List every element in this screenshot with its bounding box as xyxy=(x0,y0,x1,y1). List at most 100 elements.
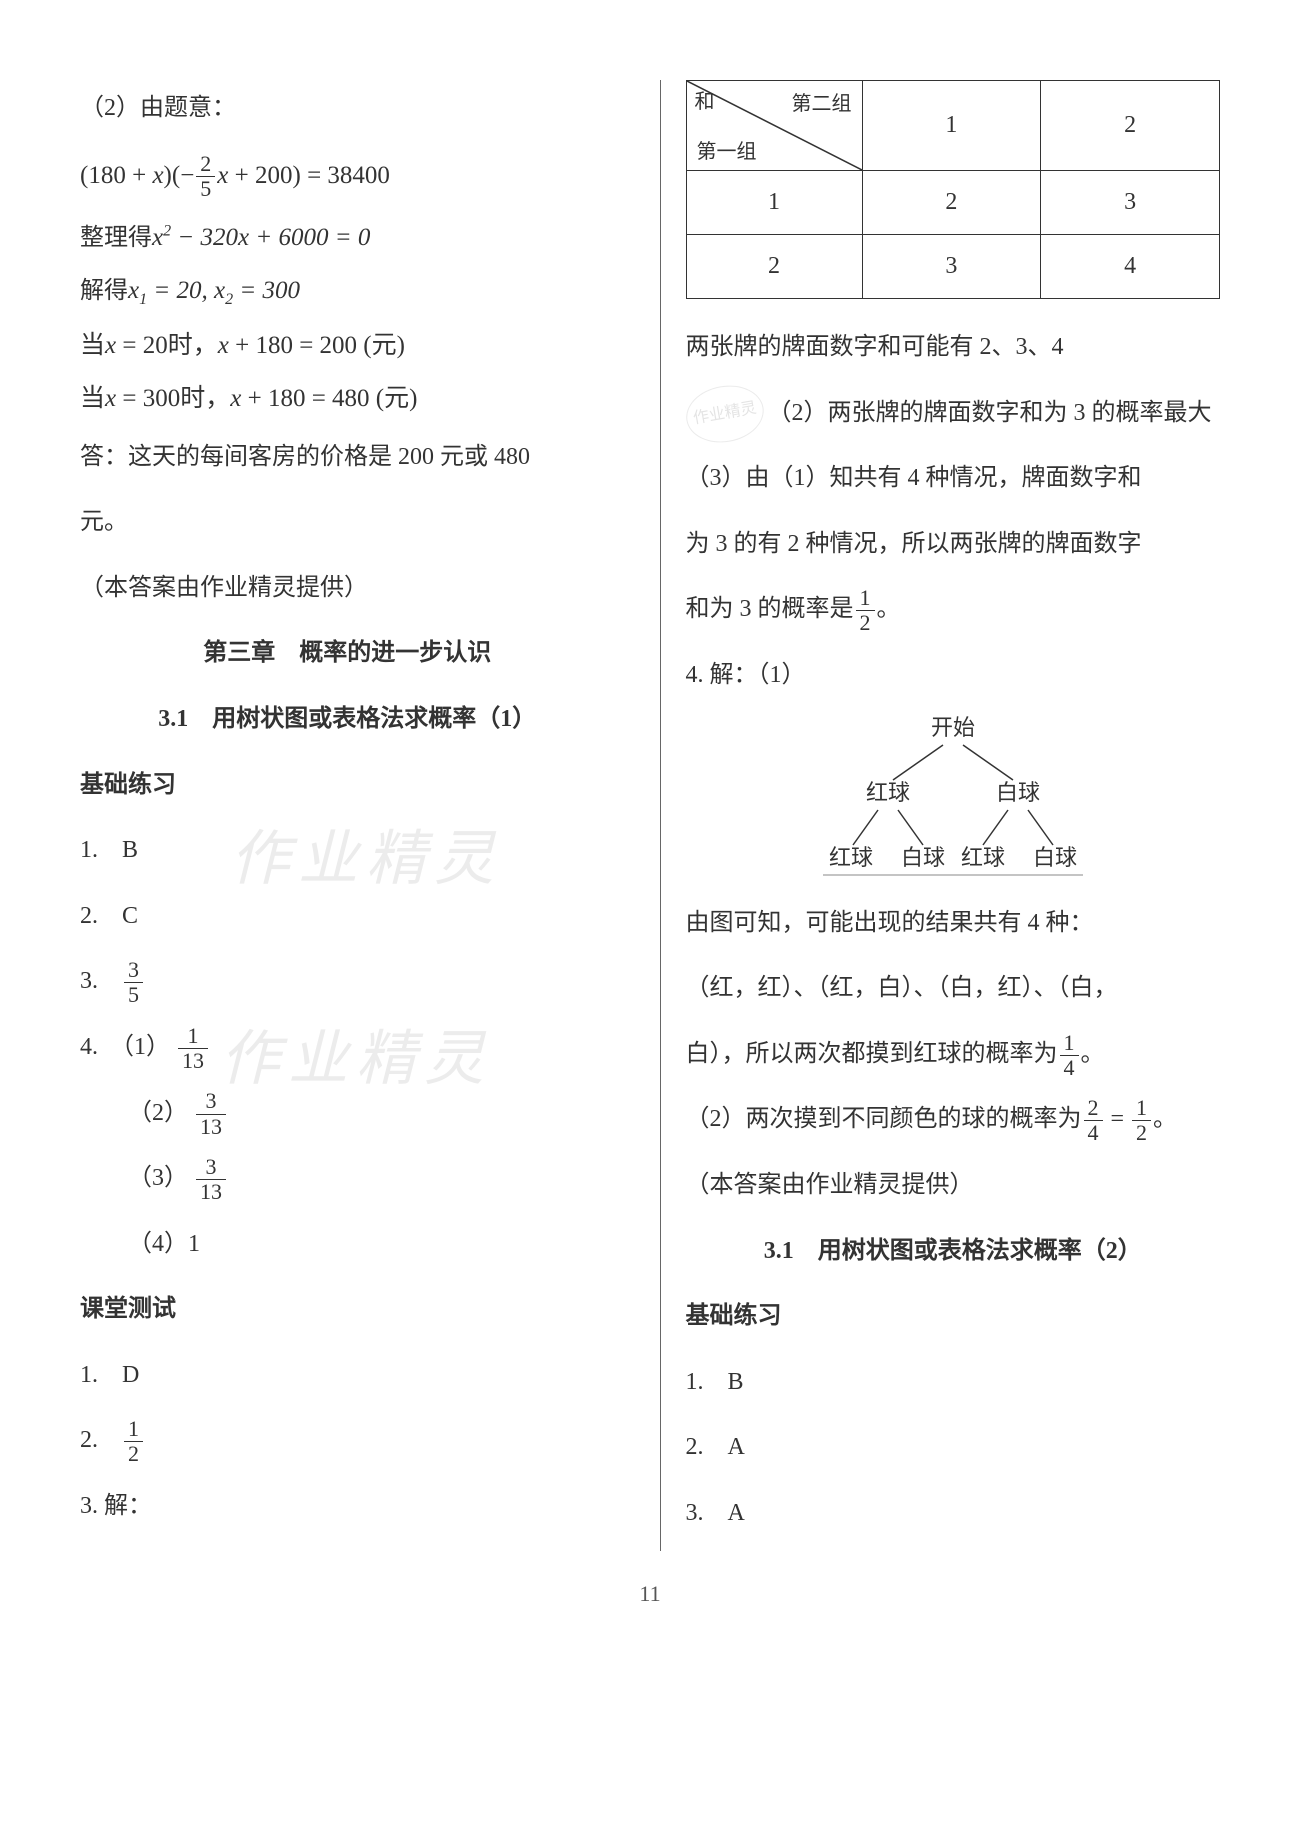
table-cell: 2 xyxy=(862,171,1041,235)
equation-5: 当x = 300时，x + 180 = 480 (元) xyxy=(80,375,615,423)
tree-text-2: （红，红）、（红，白）、（白，红）、（白， xyxy=(686,960,1221,1018)
eq3-prefix: 解得 xyxy=(80,278,128,304)
tree-text-1: 由图可知，可能出现的结果共有 4 种： xyxy=(686,895,1221,953)
ct2-prefix: 2. xyxy=(80,1427,122,1453)
table-cell: 4 xyxy=(1041,235,1220,299)
tree-text-3-fraction: 14 xyxy=(1060,1031,1079,1080)
table-row: 2 3 4 xyxy=(686,235,1220,299)
q4-3-prefix: （3） xyxy=(128,1165,188,1191)
eq1-frac-den: 5 xyxy=(196,176,215,201)
chapter-heading: 第三章 概率的进一步认识 xyxy=(80,625,615,683)
p3c-fraction: 12 xyxy=(856,586,875,635)
basic-q4-4: （4）1 xyxy=(80,1216,615,1274)
left-column: （2）由题意： (180 + x)(−25x + 200) = 38400 整理… xyxy=(80,80,630,1551)
tree-l2-0: 红球 xyxy=(829,845,873,870)
tree-text-3-prefix: 白），所以两次都摸到红球的概率为 xyxy=(686,1041,1058,1067)
p5-suffix: 。 xyxy=(1153,1106,1177,1132)
table-row: 和 第二组 第一组 1 2 xyxy=(686,81,1220,171)
tree-text-3-den: 4 xyxy=(1060,1055,1079,1080)
probability-table: 和 第二组 第一组 1 2 1 2 3 2 3 4 xyxy=(686,80,1221,299)
stamp-icon: 作业精灵 xyxy=(681,380,768,449)
diag-mid-label: 和 xyxy=(695,85,715,114)
right-q4-start: 4. 解：（1） xyxy=(686,647,1221,705)
q3-prefix: 3. xyxy=(80,968,122,994)
right-column: 和 第二组 第一组 1 2 1 2 3 2 3 4 两张牌的牌面数字和可能有 2… xyxy=(660,80,1221,1551)
equation-2: 整理得x2 − 320x + 6000 = 0 xyxy=(80,214,615,262)
table-row-label-2: 2 xyxy=(686,235,862,299)
right-p2: 作业精灵（2）两张牌的牌面数字和为 3 的概率最大 xyxy=(686,385,1221,443)
q4-1-den: 13 xyxy=(178,1048,208,1073)
basic-q4-2: （2） 313 xyxy=(80,1085,615,1143)
equation-4: 当x = 20时，x + 180 = 200 (元) xyxy=(80,322,615,370)
text-after-table: 两张牌的牌面数字和可能有 2、3、4 xyxy=(686,319,1221,377)
p5-prefix: （2）两次摸到不同颜色的球的概率为 xyxy=(686,1106,1082,1132)
classtest-q1: 1. D xyxy=(80,1347,615,1405)
eq1-frac-num: 2 xyxy=(196,152,215,176)
table-header-2: 2 xyxy=(1041,81,1220,171)
q3-fraction: 35 xyxy=(124,958,143,1007)
q4-3-fraction: 313 xyxy=(196,1155,226,1204)
classtest-q2: 2. 12 xyxy=(80,1412,615,1470)
basic-q4-1: 4. （1） 113 xyxy=(80,1019,615,1077)
right-p2-text: （2）两张牌的牌面数字和为 3 的概率最大 xyxy=(768,400,1212,426)
p5-f1-den: 4 xyxy=(1084,1120,1103,1145)
basic-q3: 3. 35 xyxy=(80,953,615,1011)
answer-line-2: 元。 xyxy=(80,494,615,552)
ct2-den: 2 xyxy=(124,1441,143,1466)
diag-bot-label: 第一组 xyxy=(697,135,757,164)
equation-3: 解得x1 = 20, x2 = 300 xyxy=(80,267,615,315)
right-p3a: （3）由（1）知共有 4 种情况，牌面数字和 xyxy=(686,450,1221,508)
classtest-q3: 3. 解： xyxy=(80,1478,615,1536)
tree-root: 开始 xyxy=(931,715,975,740)
eq1-x2: x xyxy=(217,162,228,189)
tree-diagram: 开始 红球 白球 红球 白球 红球 白球 xyxy=(823,715,1083,885)
p5-f1-num: 2 xyxy=(1084,1096,1103,1120)
provided-by: （本答案由作业精灵提供） xyxy=(80,560,615,618)
tree-l1-1: 白球 xyxy=(996,780,1040,805)
page-number: 11 xyxy=(80,1581,1220,1607)
section-heading-1: 3.1 用树状图或表格法求概率（1） xyxy=(80,691,615,749)
provided-by-2: （本答案由作业精灵提供） xyxy=(686,1157,1221,1215)
equation-1: (180 + x)(−25x + 200) = 38400 xyxy=(80,146,615,206)
q4-2-fraction: 313 xyxy=(196,1089,226,1138)
basic-q4-3: （3） 313 xyxy=(80,1150,615,1208)
answer-line-1: 答：这天的每间客房的价格是 200 元或 480 xyxy=(80,429,615,487)
basic-q1: 1. B xyxy=(80,822,615,880)
eq2-body: x2 − 320x + 6000 = 0 xyxy=(152,224,370,251)
tree-l2-1: 白球 xyxy=(901,845,945,870)
tree-l2-3: 白球 xyxy=(1033,845,1077,870)
basic2-q3: 3. A xyxy=(686,1485,1221,1543)
p3c-den: 2 xyxy=(856,610,875,635)
problem-part-2: （2）由题意： xyxy=(80,80,615,138)
eq2-prefix: 整理得 xyxy=(80,225,152,251)
ct2-fraction: 12 xyxy=(124,1417,143,1466)
table-row-label-1: 1 xyxy=(686,171,862,235)
p3c-prefix: 和为 3 的概率是 xyxy=(686,596,854,622)
eq1-x: x xyxy=(152,162,163,189)
basic-practice-heading-2: 基础练习 xyxy=(686,1288,1221,1346)
q4-1-num: 1 xyxy=(184,1024,203,1048)
basic-q2: 2. C xyxy=(80,888,615,946)
p5-f2-den: 2 xyxy=(1132,1120,1151,1145)
table-cell: 3 xyxy=(862,235,1041,299)
basic2-q1: 1. B xyxy=(686,1354,1221,1412)
basic2-q2: 2. A xyxy=(686,1419,1221,1477)
right-p3b: 为 3 的有 2 种情况，所以两张牌的牌面数字 xyxy=(686,516,1221,574)
q4-2-den: 13 xyxy=(196,1114,226,1139)
diag-top-label: 第二组 xyxy=(792,87,852,116)
q3-num: 3 xyxy=(124,958,143,982)
tree-text-3: 白），所以两次都摸到红球的概率为14。 xyxy=(686,1026,1221,1084)
table-cell: 3 xyxy=(1041,171,1220,235)
q3-den: 5 xyxy=(124,982,143,1007)
eq1-prefix: (180 + xyxy=(80,162,152,189)
p3c-num: 1 xyxy=(856,586,875,610)
q4-2-num: 3 xyxy=(202,1089,221,1113)
table-diagonal-header: 和 第二组 第一组 xyxy=(686,81,862,171)
p5-eq: = xyxy=(1105,1106,1131,1132)
p5-fraction-1: 24 xyxy=(1084,1096,1103,1145)
tree-text-3-num: 1 xyxy=(1060,1031,1079,1055)
section-heading-2: 3.1 用树状图或表格法求概率（2） xyxy=(686,1223,1221,1281)
q4-2-prefix: （2） xyxy=(128,1100,188,1126)
q4-1-prefix: 4. （1） xyxy=(80,1034,170,1060)
two-column-layout: （2）由题意： (180 + x)(−25x + 200) = 38400 整理… xyxy=(80,80,1220,1551)
